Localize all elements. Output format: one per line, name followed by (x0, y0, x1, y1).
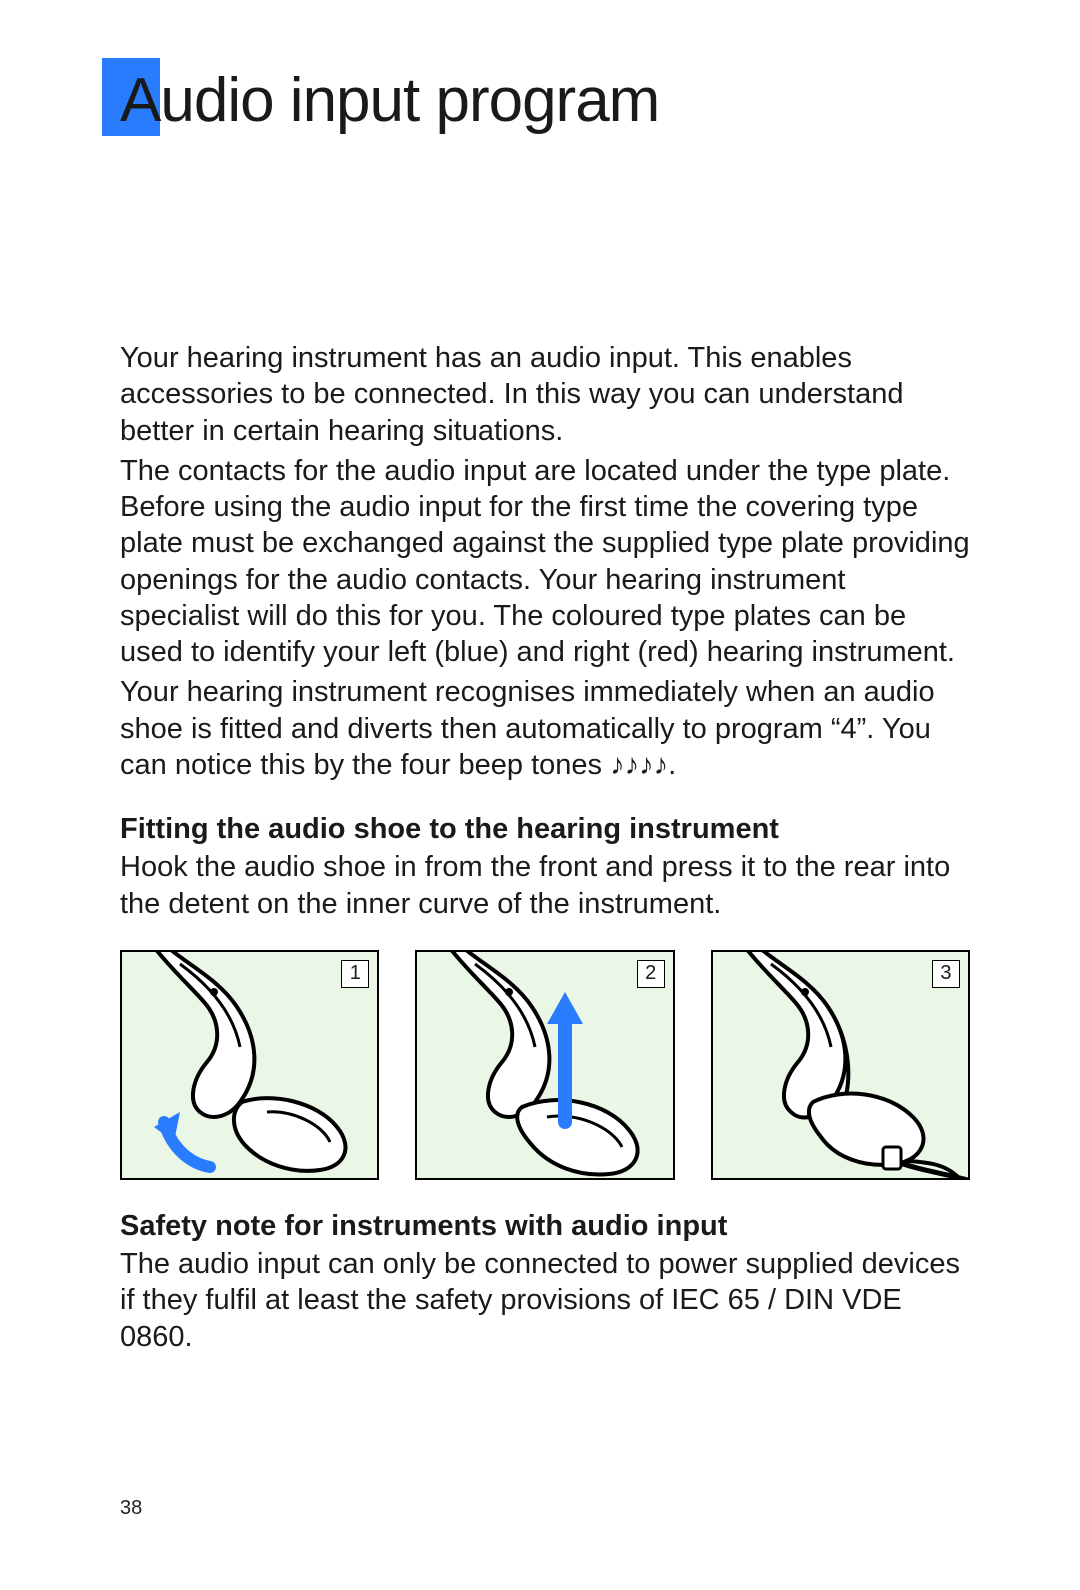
diagram-1-label: 1 (341, 960, 369, 988)
title-block: Audio input program (120, 70, 970, 160)
subheading-safety: Safety note for instruments with audio i… (120, 1208, 970, 1244)
paragraph-4: Hook the audio shoe in from the front an… (120, 849, 970, 922)
beep-tones-icon: ♪♪♪♪ (610, 749, 668, 781)
diagram-panel-2: 2 (415, 950, 674, 1180)
paragraph-3c: . (668, 749, 676, 781)
diagram-panel-1: 1 (120, 950, 379, 1180)
subheading-fitting: Fitting the audio shoe to the hearing in… (120, 811, 970, 847)
body-text: Your hearing instrument has an audio inp… (120, 340, 970, 1355)
paragraph-3a: Your hearing instrument recognises immed… (120, 676, 935, 781)
paragraph-3: Your hearing instrument recognises immed… (120, 674, 970, 783)
diagram-panel-3: 3 (711, 950, 970, 1180)
document-page: Audio input program Your hearing instrum… (0, 0, 1080, 1590)
diagram-2-label: 2 (637, 960, 665, 988)
page-number: 38 (120, 1497, 142, 1520)
diagram-3-label: 3 (932, 960, 960, 988)
paragraph-1: Your hearing instrument has an audio inp… (120, 340, 970, 449)
paragraph-2: The contacts for the audio input are loc… (120, 453, 970, 671)
paragraph-5: The audio input can only be connected to… (120, 1246, 970, 1355)
page-title: Audio input program (120, 70, 970, 132)
diagram-row: 1 2 (120, 950, 970, 1180)
